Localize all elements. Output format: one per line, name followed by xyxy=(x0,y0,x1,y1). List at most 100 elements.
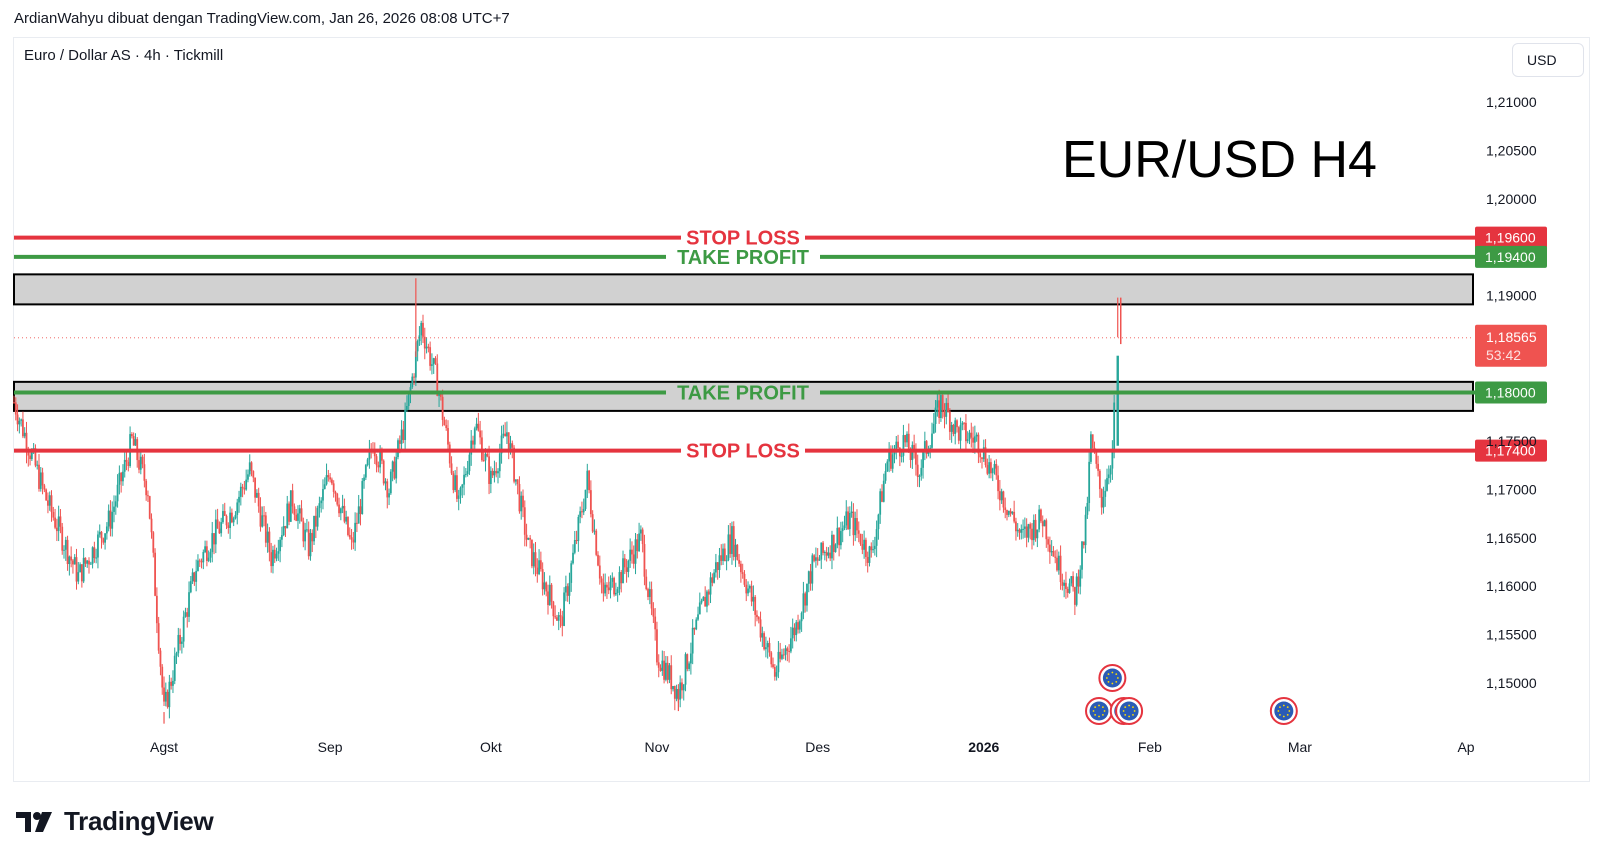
candle-body xyxy=(743,573,746,585)
candle-body xyxy=(452,473,455,491)
candle-body xyxy=(664,662,667,680)
eu-event-icon[interactable] xyxy=(1085,697,1114,725)
candle-body xyxy=(823,552,826,554)
eu-event-icon[interactable] xyxy=(1098,664,1127,692)
event-star xyxy=(1279,713,1281,716)
supply-demand-zone xyxy=(13,273,1474,306)
candle-body xyxy=(868,546,871,563)
candle-body xyxy=(879,491,882,515)
candle-body xyxy=(575,540,578,542)
candle-body xyxy=(888,449,891,462)
candle-body xyxy=(50,495,53,513)
candle-body xyxy=(313,515,315,542)
candle-body xyxy=(111,511,114,529)
candle-body xyxy=(1107,474,1110,479)
candle-body xyxy=(341,505,344,509)
candle-body xyxy=(161,666,164,688)
candle-body xyxy=(297,513,299,521)
candle-body xyxy=(105,526,108,534)
candle-body xyxy=(1047,539,1049,545)
level-label: TAKE PROFIT xyxy=(677,247,809,269)
candle-body xyxy=(157,623,160,651)
candle-body xyxy=(1090,434,1092,462)
candle-body xyxy=(1084,514,1087,546)
candle-body xyxy=(459,487,462,496)
candle-body xyxy=(204,546,206,553)
time-tick-label: 2026 xyxy=(968,739,999,755)
candle-body xyxy=(545,582,548,592)
candle-body xyxy=(793,627,796,636)
candle-body xyxy=(525,534,528,540)
tradingview-brand[interactable]: TradingView xyxy=(16,806,214,837)
candle-body xyxy=(600,578,603,583)
candle-body xyxy=(377,465,380,468)
level-price-tag xyxy=(1475,226,1547,249)
event-star xyxy=(1115,680,1118,683)
candle-body xyxy=(697,614,699,620)
candle-body xyxy=(529,537,532,540)
candle-body xyxy=(638,533,640,552)
candle-body xyxy=(625,567,628,572)
candle-body xyxy=(589,490,592,515)
candle-body xyxy=(120,472,123,482)
candle-body xyxy=(73,557,76,565)
candle-body xyxy=(840,531,842,546)
candle-body xyxy=(316,508,319,527)
candle-body xyxy=(125,459,128,462)
candle-body xyxy=(720,555,723,561)
tradingview-logo-icon xyxy=(16,810,56,834)
candle-body xyxy=(679,682,682,700)
candle-body xyxy=(1061,582,1064,586)
candle-body xyxy=(239,486,242,497)
candle-body xyxy=(229,512,232,528)
candle-body xyxy=(304,529,307,542)
candle-body xyxy=(298,508,301,514)
candle-body xyxy=(213,533,215,545)
candle-body xyxy=(409,387,412,394)
level-label: STOP LOSS xyxy=(686,441,800,463)
candle-body xyxy=(84,557,87,564)
candle-body xyxy=(854,518,857,536)
candle-body xyxy=(986,465,989,474)
currency-button[interactable]: USD xyxy=(1512,43,1584,77)
candle-body xyxy=(393,461,396,479)
brand-name: TradingView xyxy=(64,806,214,836)
candle-body xyxy=(522,495,524,508)
candle-body xyxy=(691,627,694,654)
event-flag xyxy=(1119,701,1139,721)
candle-body xyxy=(132,436,135,446)
candle-body xyxy=(948,411,951,432)
candle-body xyxy=(1056,557,1058,571)
candle-body xyxy=(257,492,260,507)
candle-body xyxy=(436,363,439,396)
candle-body xyxy=(800,612,803,622)
candle-body xyxy=(1066,588,1069,593)
candle-body xyxy=(454,475,457,491)
candle-body xyxy=(45,489,48,501)
candle-body xyxy=(218,528,221,534)
candle-body xyxy=(168,681,171,708)
price-tick-label: 1,21000 xyxy=(1486,94,1537,110)
candle-body xyxy=(786,648,789,651)
candle-body xyxy=(838,527,841,546)
candle-body xyxy=(670,665,673,690)
candle-body xyxy=(357,506,360,524)
event-star xyxy=(1105,677,1108,679)
candle-body xyxy=(425,346,428,349)
candle-body xyxy=(445,425,448,429)
candle-body xyxy=(482,460,485,462)
eu-event-icon[interactable] xyxy=(1269,697,1298,725)
candle-body xyxy=(364,465,367,478)
candle-body xyxy=(745,584,748,594)
events-layer xyxy=(1085,664,1298,725)
candle-body xyxy=(834,544,837,553)
candle-body xyxy=(1041,521,1044,527)
candle-body xyxy=(559,615,562,617)
candle-body xyxy=(873,545,876,550)
candle-body xyxy=(1000,491,1003,501)
eu-event-icon[interactable] xyxy=(1115,697,1144,725)
candle-body xyxy=(938,400,941,418)
time-tick-label: Agst xyxy=(150,739,178,755)
candle-body xyxy=(16,414,19,425)
